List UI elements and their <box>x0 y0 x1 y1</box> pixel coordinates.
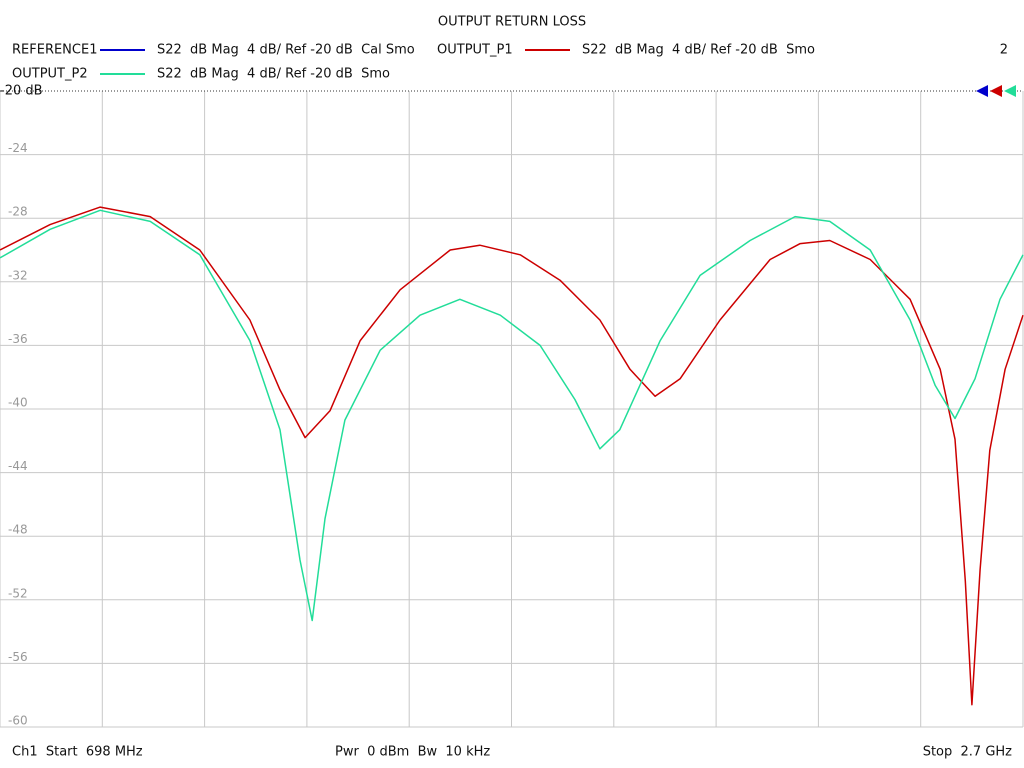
reference-label: -20 dB <box>0 84 43 99</box>
legend-name: OUTPUT_P1 <box>437 43 513 58</box>
footer-start: Ch1 Start 698 MHz <box>12 745 143 760</box>
legend-caption: S22 dB Mag 4 dB/ Ref -20 dB Cal Smo <box>157 43 415 58</box>
trace-line <box>0 206 1024 706</box>
window-number: 2 <box>1000 43 1008 58</box>
footer-stop: Stop 2.7 GHz <box>923 745 1012 760</box>
y-tick-label: -28 <box>8 205 28 219</box>
reference-marker <box>1004 85 1016 97</box>
y-tick-label: -56 <box>8 650 28 664</box>
chart-title: OUTPUT RETURN LOSS <box>438 15 586 30</box>
trace-line <box>0 209 1024 622</box>
y-tick-label: -24 <box>8 141 28 155</box>
y-tick-label: -48 <box>8 523 28 537</box>
footer-power: Pwr 0 dBm Bw 10 kHz <box>335 745 490 760</box>
y-tick-label: -52 <box>8 586 28 600</box>
y-tick-label: -32 <box>8 268 28 282</box>
reference-marker <box>990 85 1002 97</box>
legend-caption: S22 dB Mag 4 dB/ Ref -20 dB Smo <box>157 67 390 82</box>
legend-name: REFERENCE1 <box>12 43 97 58</box>
y-tick-label: -36 <box>8 332 28 346</box>
legend-name: OUTPUT_P2 <box>12 67 88 82</box>
reference-marker <box>976 85 988 97</box>
y-tick-label: -40 <box>8 396 28 410</box>
legend-caption: S22 dB Mag 4 dB/ Ref -20 dB Smo <box>582 43 815 58</box>
y-tick-label: -44 <box>8 459 28 473</box>
y-tick-label: -60 <box>8 714 28 728</box>
